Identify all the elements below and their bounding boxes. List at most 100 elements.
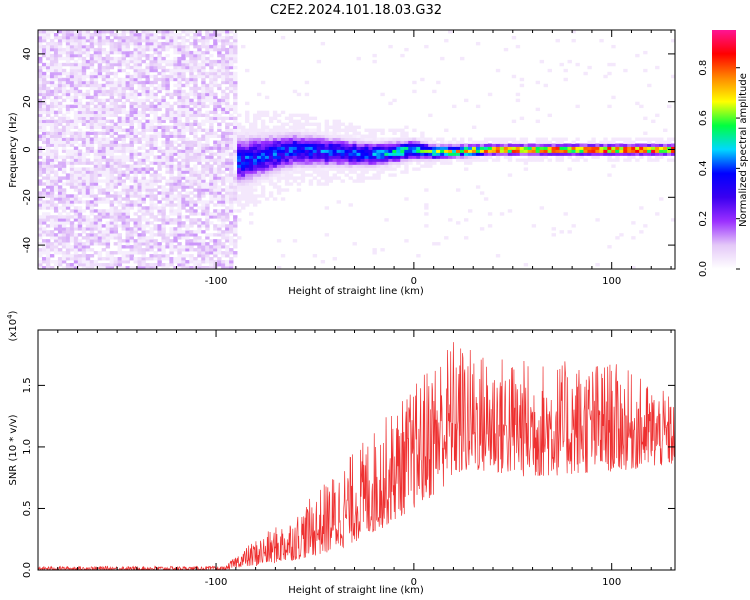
- spectrogram-cell: [360, 167, 365, 171]
- spectrogram-cell: [264, 152, 270, 156]
- spectrogram-cell: [205, 86, 210, 91]
- spectrogram-cell: [189, 71, 194, 76]
- spectrogram-cell: [292, 89, 298, 94]
- spectrogram-cell: [109, 233, 115, 237]
- spectrogram-cell: [324, 146, 330, 150]
- spectrogram-cell: [209, 71, 214, 76]
- spectrogram-cell: [448, 152, 453, 156]
- spectrogram-cell: [245, 146, 250, 150]
- spectrogram-cell: [65, 128, 71, 132]
- spectrogram-cell: [663, 149, 668, 153]
- spectrogram-cell: [384, 161, 389, 165]
- spectrogram-cell: [217, 68, 222, 73]
- spectrogram-cell: [157, 200, 162, 204]
- spectrogram-cell: [268, 128, 274, 132]
- spectrogram-cell: [483, 152, 489, 156]
- spectrogram-cell: [213, 194, 218, 198]
- spectrogram-cell: [69, 98, 75, 103]
- spectrogram-cell: [81, 137, 87, 141]
- snr-series-line: [38, 342, 675, 570]
- spectrogram-cell: [125, 41, 130, 46]
- spectrogram-cell: [256, 176, 262, 180]
- spectrogram-cell: [38, 83, 43, 88]
- spectrogram-cell: [41, 95, 47, 100]
- spectrogram-cell: [252, 161, 258, 165]
- spectrogram-cell: [181, 224, 186, 228]
- spectrogram-cell: [125, 59, 130, 64]
- spectrogram-cell: [308, 173, 314, 177]
- spectrogram-cell: [149, 227, 154, 231]
- spectrogram-cell: [141, 125, 146, 129]
- spectrogram-cell: [217, 50, 222, 55]
- spectrogram-cell: [312, 155, 318, 159]
- spectrogram-cell: [121, 83, 126, 88]
- spectrogram-cell: [225, 152, 230, 156]
- spectrogram-cell: [543, 83, 548, 88]
- spectrogram-cell: [205, 218, 210, 222]
- spectrogram-cell: [177, 254, 182, 258]
- spectrogram-cell: [57, 35, 63, 40]
- spectrogram-cell: [38, 170, 43, 174]
- spectrogram-cell: [38, 164, 43, 168]
- spectrogram-cell: [129, 38, 134, 43]
- spectrogram-cell: [117, 47, 123, 52]
- spectrogram-cell: [260, 155, 266, 159]
- spectrogram-cell: [57, 74, 63, 79]
- spectrogram-cell: [157, 245, 162, 249]
- spectrogram-cell: [113, 149, 119, 153]
- spectrogram-cell: [217, 116, 222, 121]
- spectrogram-cell: [185, 59, 190, 64]
- spectrogram-cell: [49, 131, 55, 135]
- spectrogram-cell: [153, 254, 158, 258]
- spectrogram-cell: [109, 164, 115, 168]
- spectrogram-cell: [121, 155, 126, 159]
- spectrogram-cell: [153, 263, 158, 267]
- spectrogram-cell: [77, 242, 83, 246]
- spectrogram-cell: [404, 143, 409, 147]
- spectrogram-cell: [69, 125, 75, 129]
- spectrogram-cell: [300, 167, 306, 171]
- spectrogram-cell: [627, 137, 632, 141]
- spectrogram-cell: [205, 224, 210, 228]
- spectrogram-cell: [324, 164, 330, 168]
- spectrogram-cell: [133, 227, 138, 231]
- spectrogram-cell: [225, 53, 230, 58]
- spectrogram-cell: [53, 110, 59, 115]
- spectrogram-cell: [77, 170, 83, 174]
- spectrogram-cell: [81, 266, 87, 269]
- spectrogram-cell: [117, 167, 123, 171]
- spectrogram-cell: [145, 119, 150, 124]
- spectrogram-cell: [615, 152, 620, 156]
- spectrogram-cell: [73, 257, 79, 261]
- spectrogram-cell: [133, 233, 138, 237]
- spectrogram-cell: [141, 71, 146, 76]
- spectrogram-cell: [221, 224, 226, 228]
- spectrogram-cell: [264, 134, 270, 138]
- colorbar-tick-label: 0.0: [698, 261, 709, 277]
- spectrogram-cell: [491, 137, 497, 141]
- spectrogram-cell: [260, 122, 266, 126]
- spectrogram-cell: [77, 188, 83, 192]
- spectrogram-cell: [189, 110, 194, 115]
- spectrogram-cell: [73, 263, 79, 267]
- spectrogram-cell: [157, 101, 162, 106]
- spectrogram-cell: [165, 179, 170, 183]
- spectrogram-cell: [209, 44, 214, 49]
- spectrogram-cell: [121, 158, 126, 162]
- spectrogram-cell: [129, 164, 134, 168]
- spectrogram-cell: [38, 206, 43, 210]
- spectrogram-cell: [125, 251, 130, 255]
- spectrogram-cell: [129, 59, 134, 64]
- spectrogram-cell: [225, 47, 230, 52]
- spectrogram-cell: [615, 149, 620, 153]
- spectrogram-cell: [579, 149, 584, 153]
- spectrogram-ytick-label: 40: [22, 48, 33, 61]
- spectrogram-cell: [205, 71, 210, 76]
- spectrogram-cell: [217, 125, 222, 129]
- spectrogram-cell: [519, 137, 525, 141]
- spectrogram-cell: [173, 44, 178, 49]
- spectrogram-cell: [527, 149, 533, 153]
- spectrogram-cell: [324, 125, 330, 129]
- spectrogram-cell: [328, 125, 334, 129]
- spectrogram-cell: [153, 224, 158, 228]
